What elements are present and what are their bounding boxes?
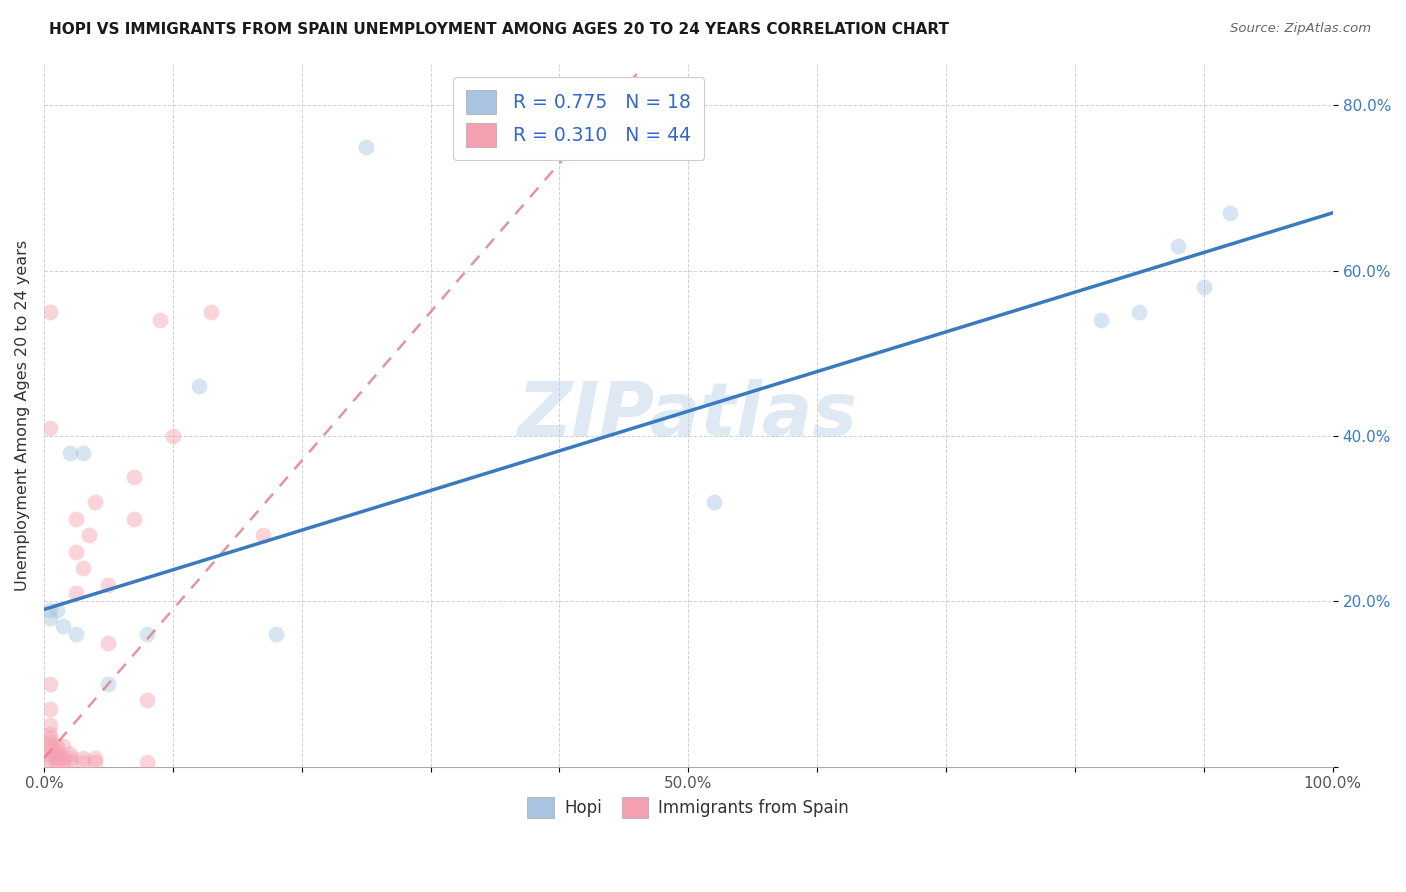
Point (59, 756, 82, 770)
Point (39, 602, 62, 616)
Point (45, 743, 67, 757)
Legend: Hopi, Immigrants from Spain: Hopi, Immigrants from Spain (520, 790, 856, 825)
Point (84, 756, 107, 770)
Point (1090, 313, 1112, 327)
Point (72, 751, 94, 765)
Point (39, 702, 62, 716)
Y-axis label: Unemployment Among Ages 20 to 24 years: Unemployment Among Ages 20 to 24 years (15, 240, 30, 591)
Point (65, 511, 87, 525)
Point (136, 627, 159, 641)
Point (39, 677, 62, 691)
Point (39, 611, 62, 625)
Point (45, 747, 67, 761)
Point (52, 756, 75, 770)
Point (264, 627, 287, 641)
Point (72, 561, 94, 575)
Point (149, 313, 172, 327)
Point (39, 305, 62, 319)
Point (1192, 280, 1215, 294)
Point (45, 756, 67, 770)
Point (45, 751, 67, 765)
Point (187, 379, 209, 393)
Text: Source: ZipAtlas.com: Source: ZipAtlas.com (1230, 22, 1371, 36)
Point (84, 495, 107, 509)
Point (703, 495, 725, 509)
Point (72, 445, 94, 459)
Text: HOPI VS IMMIGRANTS FROM SPAIN UNEMPLOYMENT AMONG AGES 20 TO 24 YEARS CORRELATION: HOPI VS IMMIGRANTS FROM SPAIN UNEMPLOYME… (49, 22, 949, 37)
Point (39, 718, 62, 732)
Point (52, 739, 75, 753)
Point (200, 305, 222, 319)
Point (59, 751, 82, 765)
Text: ZIPatlas: ZIPatlas (519, 379, 858, 452)
Point (136, 756, 159, 770)
Point (39, 747, 62, 761)
Point (52, 619, 75, 633)
Point (39, 751, 62, 765)
Point (65, 544, 87, 558)
Point (59, 747, 82, 761)
Point (1128, 305, 1150, 319)
Point (77, 528, 100, 542)
Point (45, 602, 67, 616)
Point (122, 470, 145, 484)
Point (162, 429, 184, 443)
Point (39, 743, 62, 757)
Point (59, 445, 82, 459)
Point (39, 726, 62, 740)
Point (252, 528, 274, 542)
Point (97, 635, 120, 649)
Point (122, 511, 145, 525)
Point (39, 739, 62, 753)
Point (52, 751, 75, 765)
Point (97, 677, 120, 691)
Point (354, 139, 377, 153)
Point (1167, 239, 1189, 253)
Point (97, 578, 120, 592)
Point (136, 693, 159, 707)
Point (1219, 206, 1241, 220)
Point (45, 739, 67, 753)
Point (39, 735, 62, 749)
Point (65, 627, 87, 641)
Point (39, 420, 62, 434)
Point (39, 731, 62, 745)
Point (39, 756, 62, 770)
Point (65, 586, 87, 600)
Point (84, 751, 107, 765)
Point (72, 756, 94, 770)
